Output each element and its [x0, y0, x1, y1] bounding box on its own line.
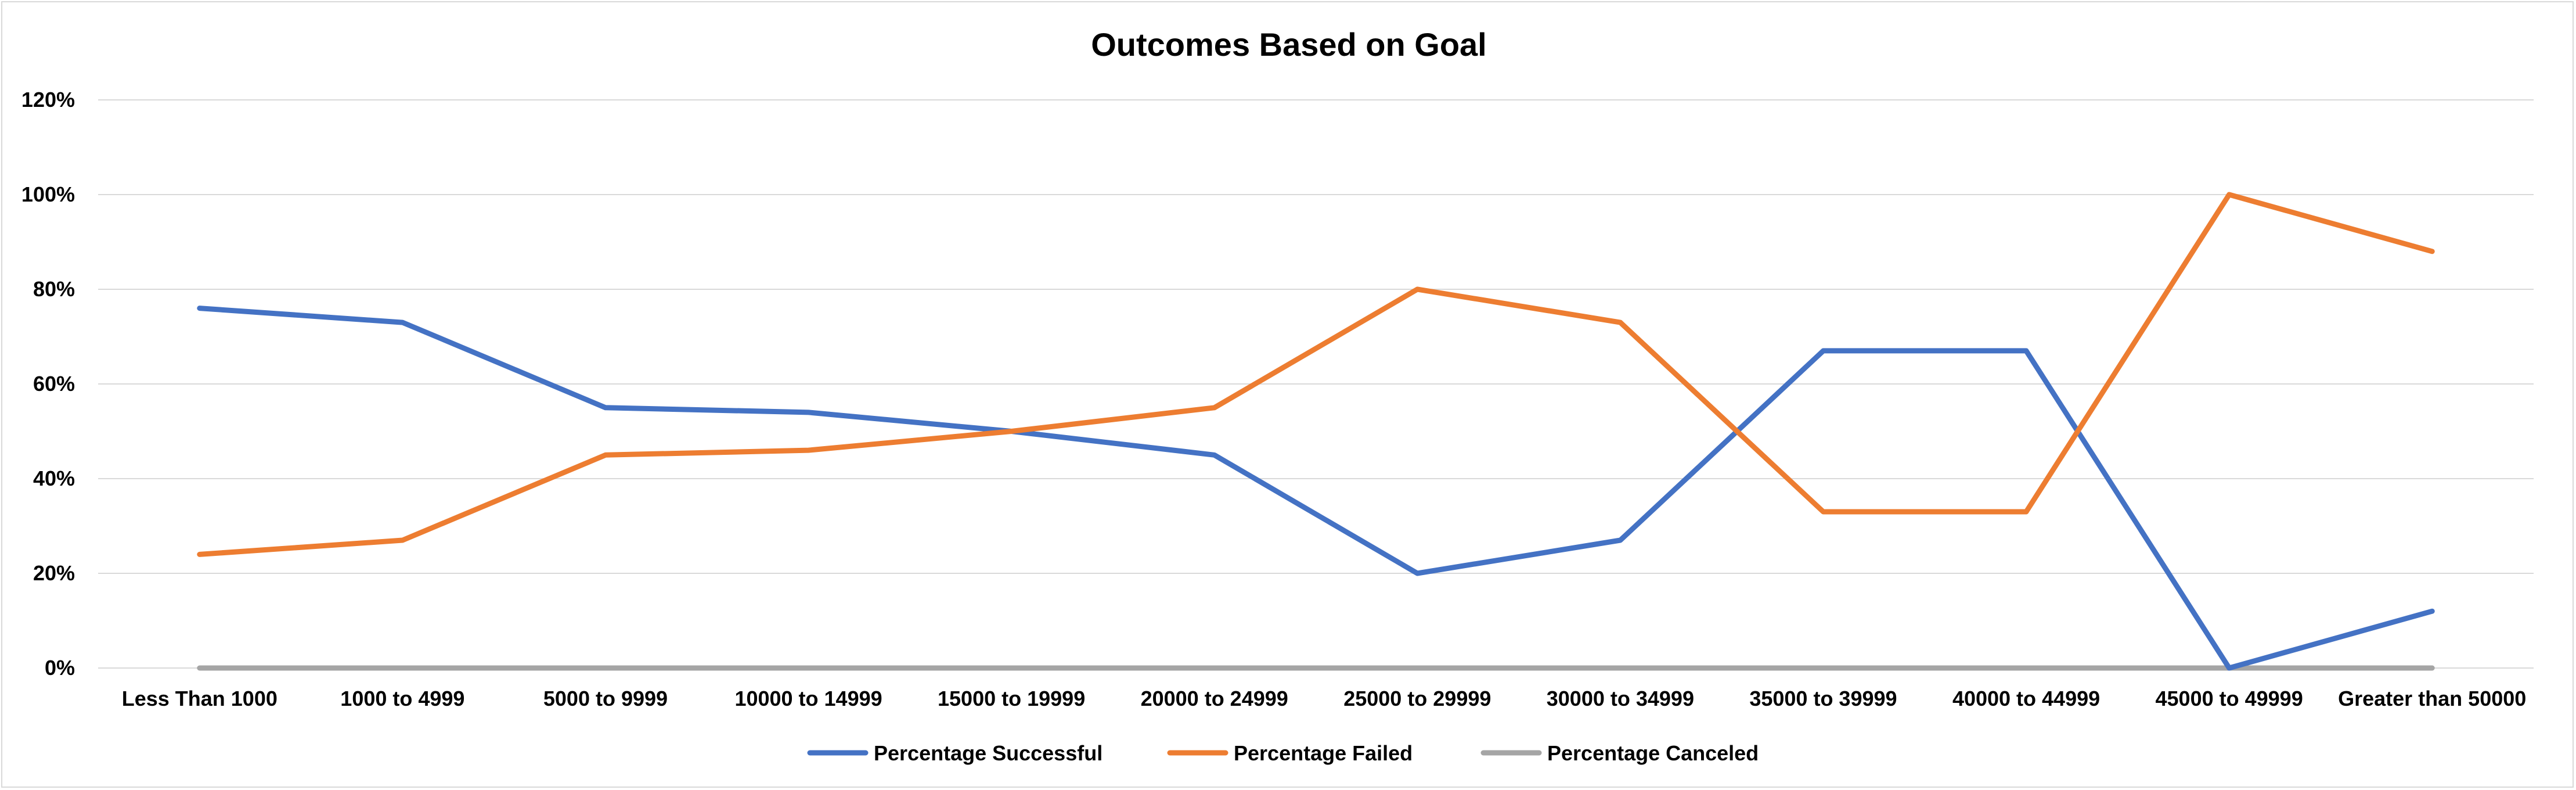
x-tick-label: 15000 to 19999 [938, 687, 1085, 710]
y-tick-label: 80% [33, 277, 75, 301]
legend: Percentage Successful Percentage Failed Pe… [807, 741, 1759, 765]
x-tick-label: 10000 to 14999 [734, 687, 882, 710]
gridlines [98, 99, 2534, 669]
legend-label: Percentage Failed [1234, 741, 1413, 765]
x-tick-label: 1000 to 4999 [340, 687, 464, 710]
chart-title: Outcomes Based on Goal [1091, 26, 1487, 63]
y-tick-label: 60% [33, 372, 75, 396]
y-tick-label: 120% [21, 88, 75, 112]
x-tick-label: 30000 to 34999 [1547, 687, 1694, 710]
legend-item: Percentage Successful [807, 741, 1103, 765]
legend-label: Percentage Successful [874, 741, 1103, 765]
x-tick-label: 40000 to 44999 [1952, 687, 2100, 710]
x-tick-label: 5000 to 9999 [543, 687, 668, 710]
x-tick-label: 25000 to 29999 [1343, 687, 1491, 710]
y-tick-label: 100% [21, 182, 75, 206]
x-tick-label: 35000 to 39999 [1749, 687, 1897, 710]
y-tick-label: 20% [33, 561, 75, 585]
series-lines [197, 192, 2435, 671]
x-tick-label: 45000 to 49999 [2156, 687, 2303, 710]
y-axis-tick-labels: 0% 20% 40% 60% 80% 100% 120% [21, 88, 75, 680]
series-line-percentage-failed [197, 192, 2435, 557]
x-tick-label: Less Than 1000 [122, 687, 278, 710]
x-tick-label: Greater than 50000 [2338, 687, 2526, 710]
y-tick-label: 40% [33, 466, 75, 490]
legend-item: Percentage Failed [1167, 741, 1413, 765]
series-line-percentage-successful [197, 306, 2435, 671]
legend-label: Percentage Canceled [1547, 741, 1759, 765]
legend-item: Percentage Canceled [1480, 741, 1759, 765]
x-tick-label: 20000 to 24999 [1141, 687, 1288, 710]
y-tick-label: 0% [45, 656, 75, 680]
x-axis-tick-labels: Less Than 1000 1000 to 4999 5000 to 9999 10… [122, 687, 2527, 710]
